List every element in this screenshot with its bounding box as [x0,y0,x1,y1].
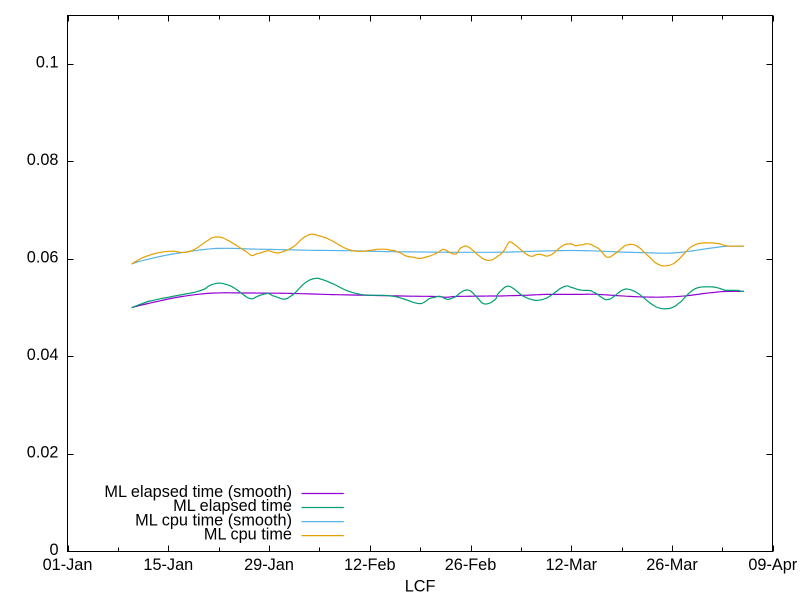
svg-text:26-Mar: 26-Mar [646,556,698,574]
svg-text:15-Jan: 15-Jan [143,556,193,574]
svg-text:12-Mar: 12-Mar [546,556,598,574]
svg-text:ML cpu time: ML cpu time [204,525,292,543]
svg-text:0: 0 [49,541,58,559]
svg-text:26-Feb: 26-Feb [445,556,497,574]
svg-text:ML cpu time (smooth): ML cpu time (smooth) [135,511,292,529]
svg-text:0.1: 0.1 [36,54,59,72]
svg-text:0.06: 0.06 [27,249,59,267]
svg-text:12-Feb: 12-Feb [344,556,396,574]
svg-text:0.08: 0.08 [27,151,59,169]
svg-text:09-Apr: 09-Apr [748,556,797,574]
svg-text:01-Jan: 01-Jan [43,556,93,574]
svg-text:0.02: 0.02 [27,444,59,462]
svg-text:ML elapsed time: ML elapsed time [173,497,292,515]
svg-text:LCF: LCF [405,578,436,596]
svg-text:ML elapsed time (smooth): ML elapsed time (smooth) [104,483,292,501]
svg-text:0.04: 0.04 [27,346,59,364]
svg-text:29-Jan: 29-Jan [244,556,294,574]
